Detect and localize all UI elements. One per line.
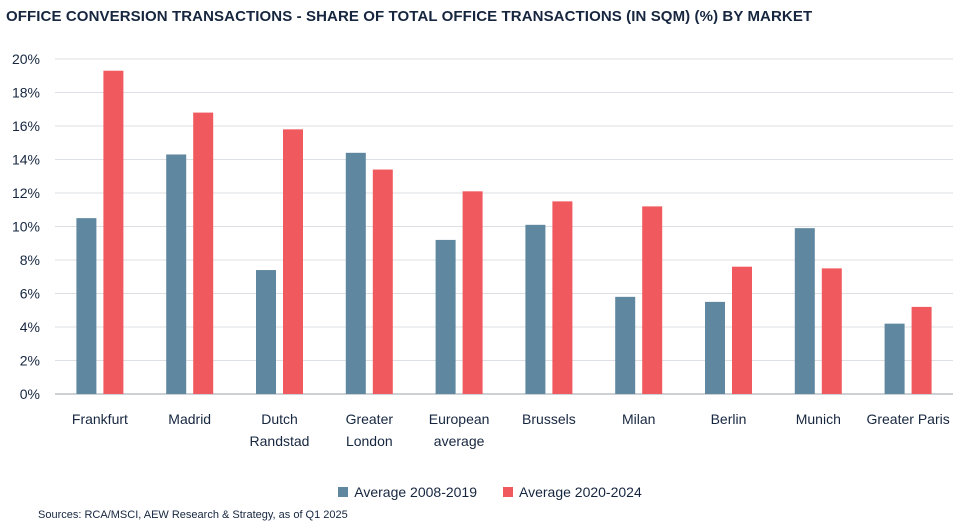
legend-item-series-1: Average 2008-2019 [338,484,477,500]
y-tick-label: 6% [20,286,40,302]
bar-series-1 [256,270,276,394]
bar-series-2 [462,191,483,394]
category-label: European [429,411,490,427]
bar-series-2 [911,306,932,394]
y-tick-label: 20% [12,51,40,67]
bar-series-1 [615,296,636,394]
y-tick-label: 4% [20,319,40,335]
bar-series-2 [103,70,124,394]
bar-series-2 [642,206,663,394]
bar-series-2 [821,268,842,394]
bar-series-2 [193,112,214,394]
category-label: Madrid [168,411,211,427]
legend-item-series-2: Average 2020-2024 [503,484,642,500]
gridlines [55,58,953,395]
y-tick-label: 10% [12,219,40,235]
category-label: average [434,433,485,449]
bars [76,70,932,394]
category-label: Berlin [711,411,747,427]
legend: Average 2008-2019 Average 2020-2024 [0,484,980,500]
bar-series-1 [525,224,546,394]
category-label: Dutch [261,411,298,427]
category-label: Randstad [250,433,310,449]
bar-series-1 [435,239,456,394]
bar-series-1 [884,323,905,394]
category-label: Greater Paris [866,411,949,427]
category-label: Frankfurt [72,411,128,427]
y-tick-label: 2% [20,353,40,369]
bar-chart: 0% 2% 4% 6% 8% 10% 12% 14% 16% 18% 20% Frankfurt Ma… [12,51,953,449]
y-tick-label: 14% [12,152,40,168]
bar-series-2 [283,129,303,394]
legend-label-series-1: Average 2008-2019 [354,484,477,500]
bar-series-1 [166,154,187,394]
chart-title: OFFICE CONVERSION TRANSACTIONS - SHARE O… [6,8,813,25]
y-tick-label: 12% [12,185,40,201]
bar-series-1 [76,218,97,394]
source-note: Sources: RCA/MSCI, AEW Research & Strate… [38,509,348,521]
bar-series-2 [732,266,752,394]
category-label: Brussels [522,411,576,427]
category-label: Milan [622,411,655,427]
category-label: London [346,433,393,449]
y-tick-label: 18% [12,85,40,101]
y-tick-label: 16% [12,118,40,134]
bar-series-2 [552,201,573,394]
x-axis-labels: Frankfurt Madrid Dutch Randstad Greater Londo… [72,411,950,449]
legend-swatch-series-2 [503,487,513,497]
y-tick-label: 0% [20,386,40,402]
y-axis-ticks: 0% 2% 4% 6% 8% 10% 12% 14% 16% 18% 20% [12,51,40,402]
category-label: Munich [796,411,841,427]
category-label: Greater [346,411,394,427]
bar-series-1 [705,301,725,394]
legend-swatch-series-1 [338,487,349,497]
y-tick-label: 8% [20,252,40,268]
bar-series-2 [372,169,393,394]
bar-series-1 [794,228,815,394]
bar-series-1 [345,152,366,394]
legend-label-series-2: Average 2020-2024 [519,484,642,500]
